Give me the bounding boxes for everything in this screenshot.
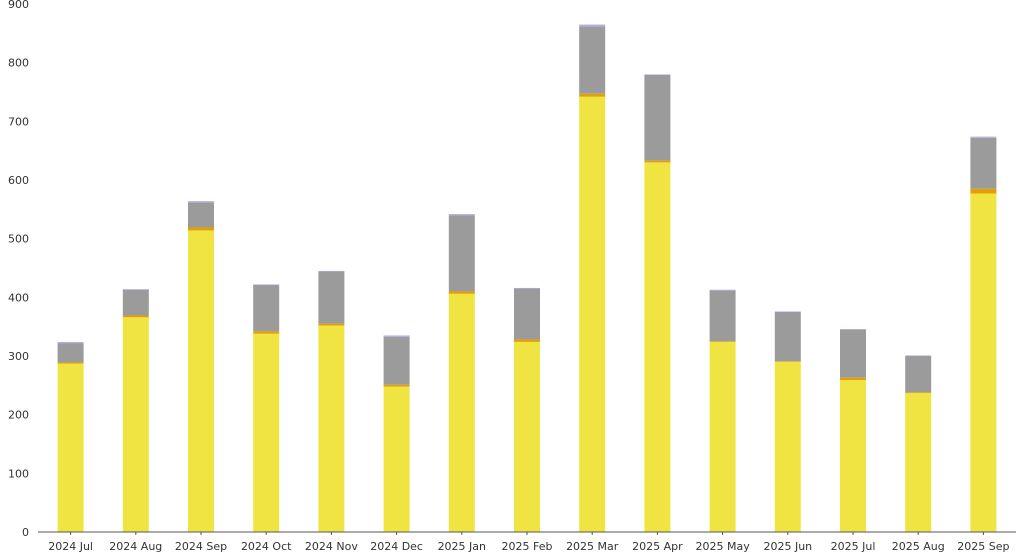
bar-segment-series-3	[970, 137, 997, 189]
bar-segment-series-3	[122, 289, 149, 316]
bar-segment-series-1	[318, 325, 345, 532]
bar-segment-series-4	[57, 341, 84, 344]
bar-segment-series-3	[188, 202, 214, 228]
bar-segment-series-2	[448, 291, 475, 294]
bar-segment-series-3	[840, 329, 866, 378]
y-axis: 0 100 200 300 400 500 600 700 800 900	[8, 0, 29, 539]
x-tick-label: 2024 Sep	[175, 540, 227, 553]
bar-segment-series-2	[644, 160, 671, 163]
bar-segment-series-3	[644, 74, 671, 161]
bar-segment-series-3	[514, 288, 540, 340]
bar-segment-series-2	[774, 361, 801, 362]
bar-segment-series-3	[383, 336, 410, 385]
y-tick-label: 800	[8, 57, 29, 70]
bar-segment-series-4	[318, 270, 345, 272]
bar-segment-series-4	[122, 289, 149, 290]
bar-segment-series-3	[774, 312, 801, 362]
bar-segment-series-1	[970, 193, 997, 532]
bar-segment-series-2	[318, 323, 345, 326]
bar-segment-series-3	[253, 285, 280, 332]
bar-segment-series-1	[644, 162, 671, 532]
y-tick-label: 300	[8, 350, 29, 363]
bar-segment-series-4	[970, 136, 997, 138]
bar-segment-series-1	[514, 341, 540, 532]
bar-segment-series-4	[448, 214, 475, 216]
y-tick-label: 400	[8, 291, 29, 304]
bar-segment-series-3	[448, 215, 475, 292]
bar-segment-series-1	[253, 333, 280, 532]
x-tick-label: 2025 Jan	[438, 540, 486, 553]
y-tick-label: 600	[8, 174, 29, 187]
bar-segment-series-3	[709, 290, 736, 342]
x-tick-label: 2025 Mar	[566, 540, 619, 553]
bar-segment-series-4	[579, 24, 606, 27]
bars-layer	[57, 24, 997, 533]
bar-segment-series-2	[709, 341, 736, 342]
bar-segment-series-4	[709, 289, 736, 291]
bar-segment-series-2	[383, 384, 410, 387]
bar-segment-series-1	[774, 361, 801, 532]
x-tick-label: 2025 Sep	[957, 540, 1009, 553]
bar-segment-series-1	[579, 96, 606, 533]
x-tick-label: 2025 Aug	[892, 540, 945, 553]
y-tick-label: 0	[22, 526, 29, 539]
bar-segment-series-3	[579, 26, 606, 94]
x-tick-label: 2025 Jun	[763, 540, 812, 553]
bar-segment-series-4	[188, 201, 214, 203]
y-tick-label: 500	[8, 233, 29, 246]
bar-segment-series-2	[57, 362, 84, 364]
bar-segment-series-2	[905, 392, 932, 393]
x-tick-label: 2025 Feb	[502, 540, 553, 553]
y-tick-label: 700	[8, 115, 29, 128]
bar-segment-series-2	[253, 331, 280, 334]
x-tick-label: 2024 Aug	[109, 540, 162, 553]
bar-segment-series-1	[188, 230, 214, 532]
bar-segment-series-3	[318, 271, 345, 324]
y-tick-label: 200	[8, 409, 29, 422]
bar-segment-series-1	[905, 392, 932, 532]
bar-segment-series-3	[905, 356, 932, 393]
bar-segment-series-1	[57, 363, 84, 532]
bar-segment-series-2	[514, 339, 540, 342]
y-tick-label: 100	[8, 467, 29, 480]
x-tick-label: 2024 Oct	[241, 540, 292, 553]
y-tick-label: 900	[8, 0, 29, 11]
x-tick-label: 2024 Jul	[48, 540, 93, 553]
bar-segment-series-1	[383, 386, 410, 532]
x-tick-label: 2024 Dec	[370, 540, 423, 553]
bar-segment-series-1	[448, 293, 475, 532]
bar-segment-series-2	[840, 377, 866, 381]
x-tick-label: 2024 Nov	[305, 540, 358, 553]
bar-segment-series-4	[383, 335, 410, 337]
bar-segment-series-4	[644, 74, 671, 75]
bar-segment-series-2	[579, 93, 606, 97]
bar-segment-series-2	[122, 315, 149, 318]
bar-segment-series-1	[840, 380, 866, 532]
bar-segment-series-4	[840, 329, 866, 330]
bar-segment-series-2	[188, 227, 214, 231]
bar-segment-series-4	[514, 287, 540, 289]
x-tick-label: 2025 Jul	[831, 540, 876, 553]
bar-segment-series-2	[970, 188, 997, 194]
bar-segment-series-3	[57, 343, 84, 363]
bar-segment-series-4	[905, 355, 932, 356]
x-tick-label: 2025 Apr	[632, 540, 683, 553]
x-axis: 2024 Jul 2024 Aug 2024 Sep 2024 Oct 2024 Nov…	[48, 532, 1010, 553]
bar-segment-series-4	[253, 284, 280, 286]
bar-segment-series-4	[774, 311, 801, 312]
x-tick-label: 2025 May	[695, 540, 750, 553]
bar-segment-series-1	[122, 317, 149, 532]
bar-segment-series-1	[709, 341, 736, 532]
